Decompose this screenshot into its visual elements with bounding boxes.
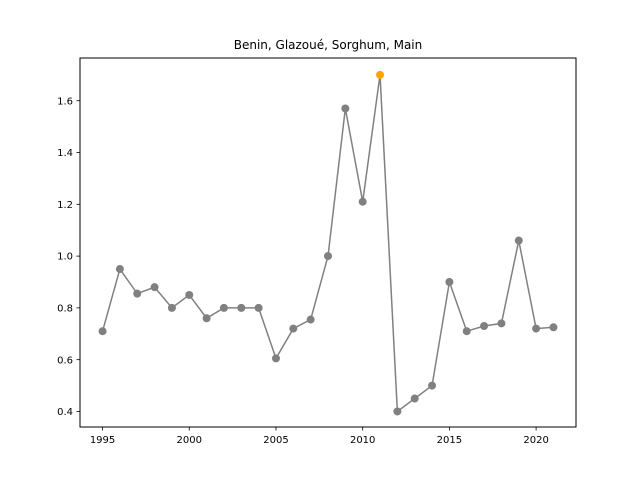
x-axis: 1995 2000 2005 2010 2015 2020 xyxy=(90,427,549,446)
data-point xyxy=(549,323,558,332)
data-point xyxy=(410,394,419,403)
x-tick-label: 2015 xyxy=(437,435,462,446)
y-tick-label: 0.8 xyxy=(57,303,73,314)
y-tick-label: 1.0 xyxy=(57,252,73,263)
plot-area xyxy=(98,70,558,416)
data-point xyxy=(185,290,194,299)
x-tick-label: 2000 xyxy=(177,435,202,446)
data-point xyxy=(428,381,437,390)
data-point xyxy=(532,324,541,333)
data-point xyxy=(167,303,176,312)
data-point xyxy=(219,303,228,312)
data-point xyxy=(98,327,107,336)
data-point xyxy=(445,277,454,286)
y-tick-label: 0.6 xyxy=(57,355,73,366)
series-line xyxy=(101,74,554,413)
x-tick-label: 2020 xyxy=(523,435,548,446)
data-point xyxy=(115,265,124,274)
y-tick-label: 1.6 xyxy=(57,96,73,107)
data-point xyxy=(202,314,211,323)
y-tick-label: 1.2 xyxy=(57,200,73,211)
data-point xyxy=(254,303,263,312)
data-point xyxy=(237,303,246,312)
data-point xyxy=(462,327,471,336)
x-tick-label: 1995 xyxy=(90,435,115,446)
data-point xyxy=(358,197,367,206)
data-point xyxy=(289,324,298,333)
data-point xyxy=(150,283,159,292)
data-point xyxy=(324,252,332,261)
data-point xyxy=(514,236,523,245)
x-tick-label: 2005 xyxy=(263,435,288,446)
axes-frame xyxy=(79,57,577,428)
data-point xyxy=(341,104,350,113)
y-axis: 0.4 0.6 0.8 1.0 1.2 1.4 1.6 xyxy=(57,96,80,418)
data-point xyxy=(480,322,489,331)
y-tick-label: 0.4 xyxy=(57,407,73,418)
highlight-point xyxy=(376,70,385,79)
y-tick-label: 1.4 xyxy=(57,148,73,159)
data-point xyxy=(497,319,506,328)
data-point xyxy=(306,315,315,324)
data-point xyxy=(133,289,142,298)
data-point xyxy=(393,407,402,416)
chart-title: Benin, Glazoué, Sorghum, Main xyxy=(234,38,423,52)
x-tick-label: 2010 xyxy=(350,435,375,446)
data-point xyxy=(271,354,280,363)
